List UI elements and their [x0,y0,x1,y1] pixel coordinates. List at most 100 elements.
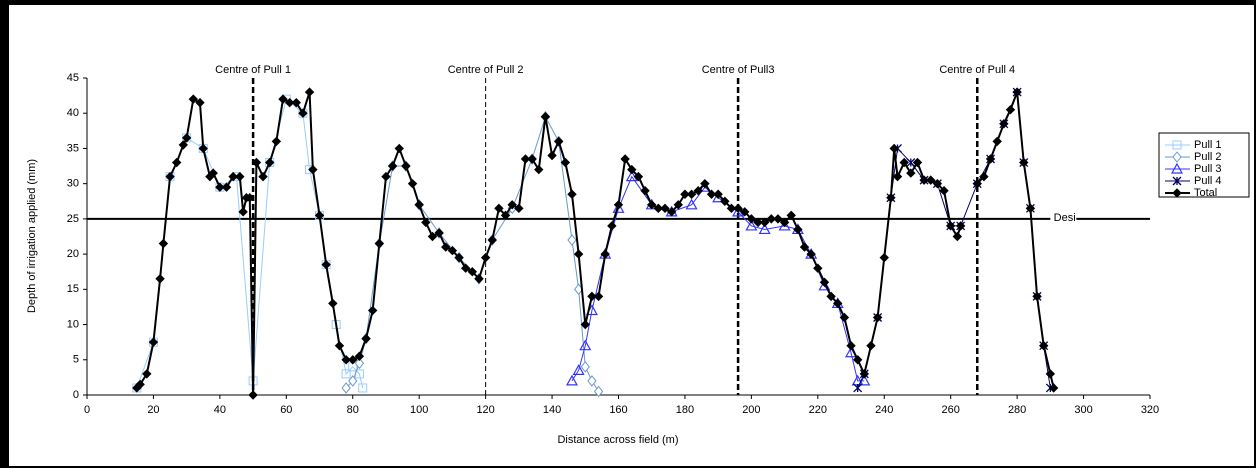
target-label: Desi [1054,212,1076,224]
data-point [158,238,169,249]
data-point [381,171,391,182]
data-point [778,219,791,231]
x-tick-label: 220 [809,404,827,416]
legend-label: Total [1194,187,1217,199]
data-point [859,369,870,379]
data-point [314,210,325,221]
data-point [660,203,670,214]
data-point [846,340,856,351]
data-point [945,221,956,231]
legend-marker [1172,151,1182,163]
data-point [600,249,610,259]
data-point [467,267,478,277]
data-point [407,178,418,189]
data-point [685,198,698,210]
data-point [627,164,637,175]
data-point [1012,87,1022,97]
data-point [766,214,777,224]
data-point [361,333,371,344]
data-point [195,97,205,108]
data-point [221,182,232,192]
series-line [345,115,599,392]
data-point [746,214,757,224]
data-point [284,97,295,108]
y-tick-label: 45 [67,72,79,84]
data-point [547,150,557,161]
data-point [298,108,308,118]
data-point [148,337,159,347]
data-point [806,249,816,259]
data-point [1038,340,1049,351]
data-point [553,136,564,147]
data-point [593,291,604,302]
data-point [1048,383,1059,393]
data-point [579,339,592,351]
data-point [919,175,929,185]
data-point [271,136,282,147]
data-point [1032,291,1042,302]
x-tick-label: 200 [742,404,760,416]
data-point [500,210,511,221]
y-tick-label: 5 [73,354,79,366]
data-point [889,143,899,154]
y-tick-label: 40 [67,107,79,119]
data-point [706,189,717,199]
data-point [560,157,571,168]
data-point [892,171,903,182]
data-point [686,189,697,199]
data-point [358,383,368,393]
data-point [215,182,225,192]
data-point [693,186,703,196]
data-point [454,252,464,263]
legend-label: Pull 4 [1194,175,1222,187]
data-point [245,193,255,203]
data-point [341,369,351,379]
x-tick-label: 60 [280,404,292,416]
data-point [341,382,351,394]
x-tick-label: 80 [347,404,359,416]
x-tick-label: 260 [942,404,960,416]
x-tick-label: 240 [875,404,893,416]
data-point [235,171,245,182]
x-tick-label: 100 [410,404,428,416]
data-point [208,168,218,178]
data-point [733,203,743,214]
x-tick-label: 320 [1141,404,1159,416]
y-axis-label: Depth of irrigation applied (mm) [26,159,38,313]
pull-centre-label: Centre of Pull 4 [939,64,1015,76]
data-point [786,210,796,221]
x-tick-label: 0 [84,404,90,416]
data-point [198,143,208,154]
data-point [932,178,943,189]
data-point [580,319,590,330]
data-point [713,189,723,199]
data-point [540,112,551,122]
x-tick-label: 280 [1008,404,1026,416]
y-tick-label: 10 [67,318,79,330]
y-tick-label: 15 [67,283,79,295]
data-point [979,171,989,182]
data-point [640,186,650,196]
legend-marker [1172,140,1182,150]
data-point [328,298,338,309]
data-point [587,291,597,302]
y-tick-label: 0 [73,389,79,401]
data-point [906,168,916,178]
data-point [188,94,199,104]
data-point [374,238,385,249]
data-point [178,140,189,150]
data-point [291,97,301,108]
data-point [680,189,690,199]
data-point [572,364,585,375]
data-point [460,263,471,273]
legend-box [1158,132,1250,198]
data-point [567,189,577,199]
legend-marker [1172,188,1182,198]
data-point [858,374,871,386]
data-point [401,161,411,171]
data-point [612,202,625,213]
y-tick-label: 30 [67,178,79,190]
data-point [839,312,850,323]
data-point [852,355,863,365]
